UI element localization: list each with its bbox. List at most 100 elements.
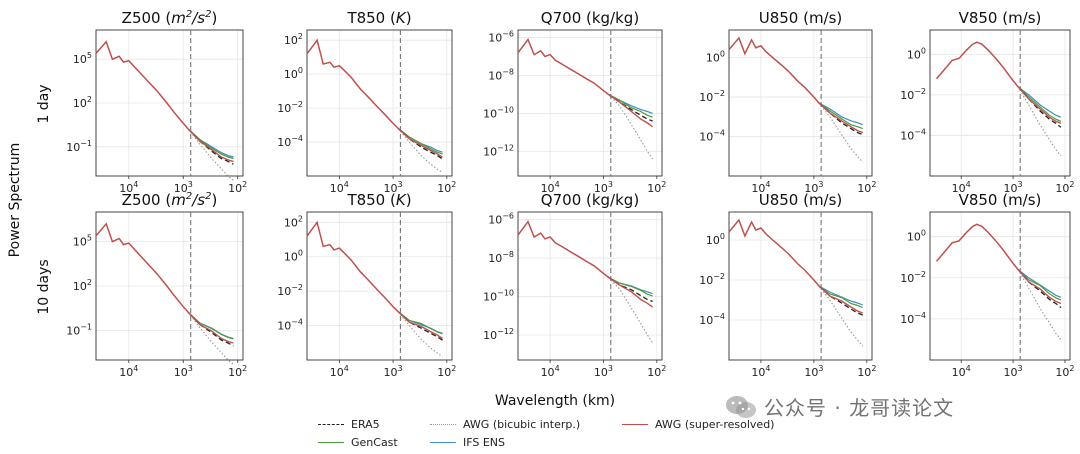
x-tick-label: 102 bbox=[647, 180, 666, 195]
legend-swatch-ifs-ens bbox=[430, 442, 456, 443]
series-tail-awg-super-resolved- bbox=[397, 127, 443, 158]
y-tick-label: 10−12 bbox=[483, 327, 514, 342]
y-tick-label: 10−1 bbox=[66, 322, 92, 337]
series-main-curve bbox=[728, 36, 820, 104]
panel-title: T850 (K) bbox=[346, 9, 411, 27]
x-tick-label: 104 bbox=[119, 364, 138, 379]
y-tick-label: 10−4 bbox=[277, 134, 303, 149]
series-tail-gencast bbox=[818, 285, 863, 309]
series-tail-awg-super-resolved- bbox=[1017, 269, 1062, 305]
y-tick-label: 10−10 bbox=[483, 105, 514, 120]
y-tick-label: 10−6 bbox=[488, 30, 514, 45]
panel-title: Q700 (kg/kg) bbox=[541, 191, 639, 209]
panel-4-1: 104 103 102 100 10−2 10−4 V850 (m/s) bbox=[900, 191, 1074, 379]
y-tick-label: 10−4 bbox=[900, 127, 926, 142]
legend-label-gencast: GenCast bbox=[351, 436, 398, 449]
y-tick-label: 100 bbox=[907, 229, 926, 244]
x-tick-label: 104 bbox=[330, 364, 349, 379]
x-tick-label: 103 bbox=[384, 364, 403, 379]
panel-title: T850 (K) bbox=[346, 191, 411, 209]
y-tick-label: 10−6 bbox=[488, 212, 514, 227]
panel-title: Z500 (m2/s2) bbox=[122, 191, 218, 209]
axes-frame bbox=[95, 29, 244, 177]
series-tail-gencast bbox=[608, 93, 653, 118]
series-tail-ifs-ens bbox=[818, 285, 863, 306]
x-tick-label: 102 bbox=[857, 180, 876, 195]
series-tail-awg-bicubic-interp- bbox=[188, 312, 234, 365]
series-tail-awg-super-resolved- bbox=[187, 312, 234, 344]
row-label-1-day: 1 day bbox=[36, 84, 52, 123]
series-tail-awg-super-resolved- bbox=[187, 128, 234, 163]
series-tail-awg-bicubic-interp- bbox=[1017, 269, 1062, 340]
y-tick-label: 105 bbox=[73, 51, 92, 66]
y-tick-label: 10−8 bbox=[488, 250, 514, 265]
series-tail-ifs-ens bbox=[397, 128, 443, 153]
x-tick-label: 102 bbox=[1055, 364, 1074, 379]
series-main-curve bbox=[728, 218, 820, 287]
panel-2-1: 104 103 102 10−6 10−8 10−10 10−12 Q700 (kg/kg) bbox=[483, 191, 666, 379]
legend-item-ifs-ens: IFS ENS bbox=[430, 436, 505, 449]
y-tick-label: 10−4 bbox=[277, 318, 303, 333]
series-tail-awg-super-resolved- bbox=[1017, 86, 1062, 124]
legend-label-era5: ERA5 bbox=[351, 418, 380, 431]
x-tick-label: 104 bbox=[952, 364, 971, 379]
panel-3-1: 104 103 102 100 10−2 10−4 U850 (m/s) bbox=[699, 191, 876, 379]
y-tick-label: 100 bbox=[284, 66, 303, 81]
y-tick-label: 100 bbox=[907, 46, 926, 61]
series-tail-gencast bbox=[188, 128, 234, 160]
y-tick-label: 100 bbox=[706, 50, 725, 65]
series-tail-awg-super-resolved- bbox=[818, 102, 863, 134]
y-tick-label: 100 bbox=[706, 232, 725, 247]
series-tail-awg-super-resolved- bbox=[818, 285, 863, 314]
x-tick-label: 102 bbox=[1055, 180, 1074, 195]
series-tail-awg-super-resolved- bbox=[397, 311, 443, 340]
x-tick-label: 103 bbox=[174, 364, 193, 379]
series-tail-awg-bicubic-interp- bbox=[397, 311, 443, 358]
legend-item-awg-bicubic: AWG (bicubic interp.) bbox=[430, 418, 580, 431]
row-label-10-days: 10 days bbox=[36, 259, 52, 314]
wechat-icon bbox=[726, 395, 756, 418]
series-main-curve bbox=[306, 38, 399, 130]
series-tail-gencast bbox=[397, 128, 443, 155]
series-tail-awg-super-resolved- bbox=[608, 276, 654, 308]
axes-frame bbox=[728, 211, 873, 361]
series-main-curve bbox=[95, 222, 190, 314]
x-axis-label: Wavelength (km) bbox=[495, 393, 615, 409]
legend-item-awg-super: AWG (super-resolved) bbox=[622, 418, 774, 431]
axes-frame bbox=[517, 29, 663, 177]
y-tick-label: 102 bbox=[73, 278, 92, 293]
y-tick-label: 102 bbox=[73, 95, 92, 110]
series-tail-ifs-ens bbox=[818, 102, 863, 126]
axes-frame bbox=[929, 211, 1071, 361]
series-tail-era5 bbox=[188, 312, 234, 347]
legend-item-gencast: GenCast bbox=[318, 436, 398, 449]
y-tick-label: 10−2 bbox=[699, 272, 725, 287]
watermark-text: 公众号 · 龙哥读论文 bbox=[764, 396, 955, 420]
series-tail-awg-bicubic-interp- bbox=[608, 277, 654, 344]
x-tick-label: 102 bbox=[437, 180, 456, 195]
series-tail-awg-bicubic-interp- bbox=[608, 94, 654, 160]
legend-label-awg-bicubic: AWG (bicubic interp.) bbox=[463, 418, 581, 431]
x-tick-label: 103 bbox=[594, 364, 613, 379]
legend-swatch-awg-super bbox=[622, 424, 648, 425]
panel-title: Z500 (m2/s2) bbox=[122, 9, 218, 27]
y-tick-label: 105 bbox=[73, 234, 92, 249]
series-tail-ifs-ens bbox=[188, 312, 234, 340]
axes-frame bbox=[517, 211, 663, 361]
panel-title: U850 (m/s) bbox=[759, 191, 843, 209]
series-main-curve bbox=[517, 37, 610, 96]
x-tick-label: 102 bbox=[647, 364, 666, 379]
chart-panels: 104 103 102 105 102 10−1 Z500 (m2/s2) 104 103 102… bbox=[66, 9, 1074, 379]
series-main-curve bbox=[517, 220, 610, 278]
axes-frame bbox=[929, 29, 1071, 177]
y-tick-label: 10−2 bbox=[277, 100, 303, 115]
y-tick-label: 10−2 bbox=[900, 270, 926, 285]
series-tail-ifs-ens bbox=[1017, 269, 1062, 298]
axes-frame bbox=[306, 29, 453, 177]
y-tick-label: 10−1 bbox=[66, 139, 92, 154]
